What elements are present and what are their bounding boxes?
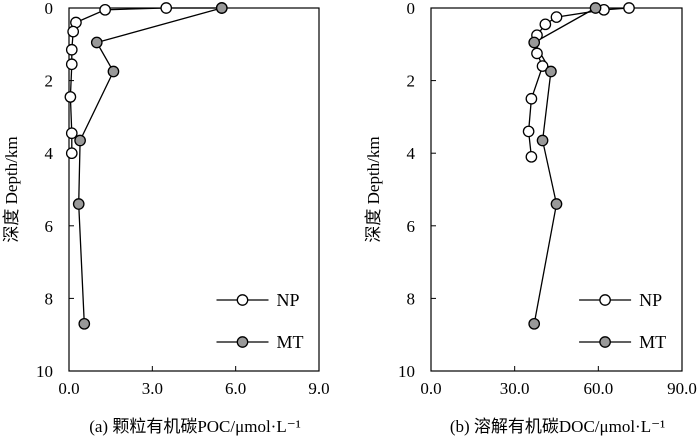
data-point-np (67, 25, 80, 38)
data-point-np (550, 11, 563, 23)
data-point-np (522, 125, 535, 138)
data-point-mt (72, 198, 85, 210)
y-tick-label: 10 (36, 362, 53, 381)
y-tick-label: 8 (407, 289, 416, 308)
x-tick-label: 60.0 (583, 379, 613, 398)
x-tick-label: 0.0 (58, 379, 79, 398)
legend-marker-np (599, 294, 611, 306)
legend-label-np: NP (277, 290, 300, 310)
data-point-np (623, 2, 635, 14)
y-tick-label: 8 (45, 289, 54, 308)
x-tick-label: 30.0 (500, 379, 530, 398)
y-tick-label: 6 (45, 217, 54, 236)
data-point-mt (589, 2, 602, 14)
legend-marker-np (236, 294, 249, 306)
data-point-mt (90, 36, 103, 49)
data-point-np (539, 18, 552, 31)
panel-caption: (b) 溶解有机碳DOC/μmol·L⁻¹ (450, 417, 665, 436)
series-line-mt (78, 7, 222, 324)
data-point-np (160, 2, 173, 14)
data-point-mt (78, 317, 91, 330)
y-axis-title: 深度 Depth/km (2, 136, 21, 242)
legend-marker-mt (236, 336, 249, 348)
data-point-np (65, 127, 78, 140)
data-point-np (65, 147, 78, 160)
data-point-np (525, 150, 538, 163)
x-tick-label: 3.0 (142, 379, 163, 398)
data-point-np (525, 92, 538, 105)
legend-label-mt: MT (277, 332, 304, 352)
data-point-mt (107, 65, 120, 78)
legend-marker-mt (599, 336, 611, 348)
y-tick-label: 0 (407, 0, 416, 18)
data-point-np (65, 43, 78, 56)
y-tick-label: 0 (45, 0, 54, 18)
y-axis-title: 深度 Depth/km (364, 136, 383, 242)
legend-label-mt: MT (639, 332, 666, 352)
y-tick-label: 6 (407, 217, 416, 236)
data-point-mt (550, 198, 563, 210)
y-tick-label: 4 (407, 144, 416, 163)
data-point-mt (74, 134, 86, 147)
data-point-np (531, 47, 543, 60)
x-tick-label: 9.0 (308, 379, 329, 398)
data-point-mt (528, 317, 541, 330)
data-point-np (65, 58, 78, 71)
x-tick-label: 90.0 (667, 379, 697, 398)
y-tick-label: 2 (45, 72, 54, 91)
data-point-mt (215, 2, 228, 14)
y-tick-label: 2 (407, 72, 416, 91)
series-line-mt (533, 7, 596, 324)
plot-frame (68, 7, 320, 372)
panel-a: 0 2 4 6 8 10 0.0 3.0 6.0 9.0 深度 Depth/km (a) 颗粒有机碳P… (2, 0, 330, 436)
x-tick-label: 0.0 (420, 379, 441, 398)
panel-caption: (a) 颗粒有机碳POC/μmol·L⁻¹ (89, 417, 301, 436)
y-tick-label: 10 (398, 362, 415, 381)
legend-label-np: NP (639, 290, 662, 310)
data-point-np (99, 3, 111, 16)
data-point-mt (545, 65, 557, 78)
panel-b: 0 2 4 6 8 10 0.0 30.0 60.0 90.0 深度 Depth/km (b) 溶解有… (364, 0, 697, 436)
series-line-np (69, 7, 222, 154)
data-point-np (536, 60, 549, 72)
y-tick-label: 4 (45, 144, 54, 163)
x-tick-label: 6.0 (225, 379, 246, 398)
plot-frame (430, 7, 683, 372)
data-point-mt (536, 134, 549, 147)
data-point-np (64, 91, 77, 103)
data-point-mt (528, 36, 541, 49)
